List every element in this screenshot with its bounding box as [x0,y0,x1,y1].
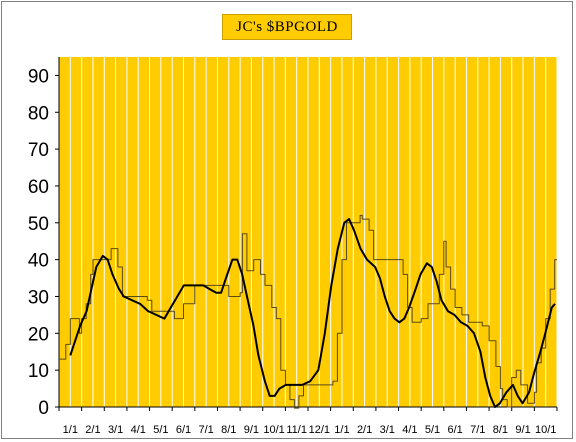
x-tick-label: 8/1 [493,424,508,436]
x-tick-label: 9/1 [515,424,530,436]
x-tick-label: 7/1 [470,424,485,436]
y-tick-label: 30 [28,287,49,308]
x-tick-labels: 1/1 2/1 3/1 4/1 5/1 6/1 7/1 8/1 9/1 10/1 11/1 12/1 1… [63,424,557,436]
x-tick-label: 3/1 [108,424,123,436]
x-tick-label: 1/1 [334,424,349,436]
x-tick-label: 7/1 [198,424,213,436]
x-tick-label: 8/1 [221,424,236,436]
x-tick-label: 4/1 [402,424,417,436]
y-tick-label: 50 [28,214,49,235]
x-tick-label: 6/1 [447,424,462,436]
x-tick-label: 3/1 [380,424,395,436]
x-tick-label: 6/1 [176,424,191,436]
series-line-step [59,214,557,409]
x-tick-label: 5/1 [153,424,168,436]
x-tick-label: 4/1 [131,424,146,436]
y-tick-label: 20 [28,324,49,345]
y-tick-label: 0 [38,398,49,419]
chart-title: JC's $BPGOLD [222,14,352,40]
axes [55,57,558,411]
y-tick-label: 60 [28,177,49,198]
x-tick-label: 9/1 [244,424,259,436]
x-tick-label: 11/1 [286,424,307,436]
y-tick-labels: 0 10 20 30 40 50 60 70 80 90 [28,66,49,419]
series-line-smoothed [69,218,556,408]
x-tick-label: 10/1 [263,424,284,436]
x-tick-label: 12/1 [309,424,330,436]
y-tick-label: 80 [28,103,49,124]
x-tick-label: 2/1 [85,424,100,436]
x-tick-label: 5/1 [425,424,440,436]
y-tick-label: 90 [28,66,49,87]
y-tick-label: 40 [28,251,49,272]
x-tick-label: 10/1 [535,424,556,436]
x-tick-label: 2/1 [357,424,372,436]
series-layer [59,214,557,409]
x-tick-label: 1/1 [63,424,78,436]
y-tick-label: 10 [28,361,49,382]
y-tick-label: 70 [28,140,49,161]
